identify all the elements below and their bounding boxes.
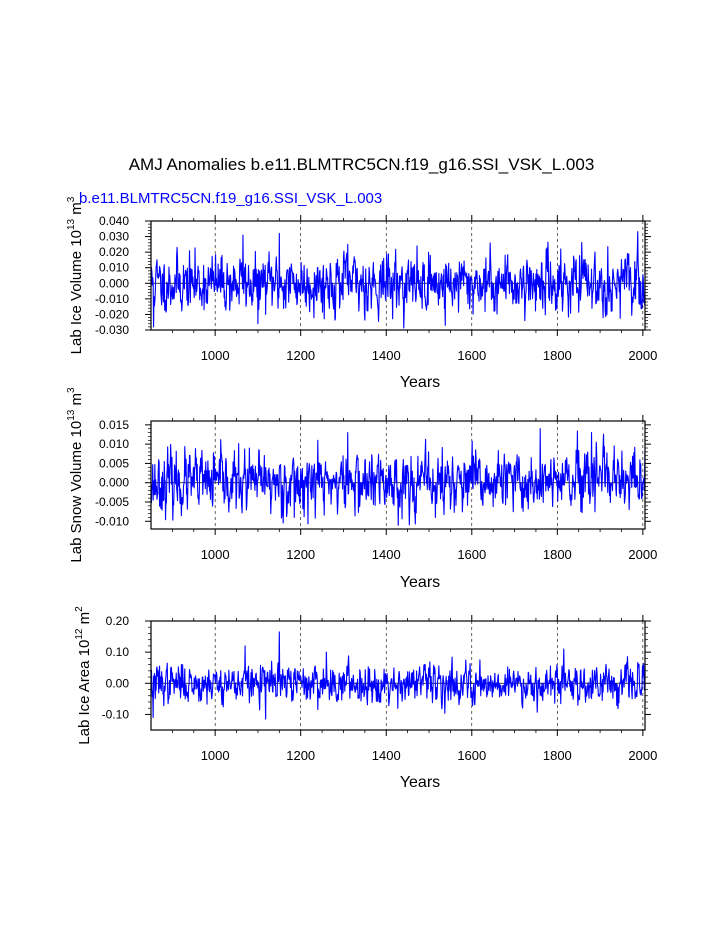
x-tick-label: 1400 — [372, 748, 401, 763]
y-axis-label-unit: m — [68, 202, 85, 219]
y-axis-label-main: Lab Snow Volume 10 — [68, 421, 85, 563]
x-tick-label: 1000 — [201, 748, 230, 763]
chart-panel-lab-ice-volume: 1000 1200 1400 1600 1800 2000 -0.030 -0.020-0.0… — [66, 196, 657, 391]
chart-title: AMJ Anomalies b.e11.BLMTRC5CN.f19_g16.SS… — [128, 155, 595, 174]
y-tick-label: -0.030 — [95, 323, 129, 337]
y-tick-label: 0.000 — [99, 276, 129, 290]
y-axis-label-unit-exponent: 3 — [66, 387, 77, 393]
x-tick-label: 1200 — [286, 547, 315, 562]
x-tick-label: 2000 — [628, 748, 657, 763]
series-line — [150, 231, 646, 329]
x-tick-label: 2000 — [628, 547, 657, 562]
y-axis-label-main: Lab Ice Area 10 — [76, 640, 93, 745]
y-tick-label: -0.010 — [95, 514, 129, 528]
y-tick-label: -0.020 — [95, 307, 129, 321]
y-tick-label: 0.00 — [106, 676, 130, 690]
x-tick-label: 2000 — [628, 348, 657, 363]
x-tick-label: 1000 — [201, 547, 230, 562]
series-line — [150, 428, 646, 526]
y-axis-label-unit: m — [76, 612, 93, 629]
y-axis-label-exponent: 13 — [66, 218, 77, 230]
y-axis-label-exponent: 13 — [66, 409, 77, 421]
chart-panel-lab-snow-volume: 1000 1200 1400 1600 1800 2000 -0.010 -0.005 0.00… — [66, 387, 657, 591]
y-tick-label: 0.10 — [106, 645, 130, 659]
y-tick-label: 0.030 — [99, 230, 129, 244]
x-axis-label: Years — [400, 774, 440, 791]
x-tick-label: 1600 — [457, 547, 486, 562]
y-axis-label: Lab Snow Volume 1013 m3 — [66, 387, 85, 563]
x-tick-label: 1000 — [201, 348, 230, 363]
plot-frame — [150, 620, 646, 731]
chart-subtitle: b.e11.BLMTRC5CN.f19_g16.SSI_VSK_L.003 — [79, 190, 383, 207]
x-axis-label: Years — [400, 574, 440, 591]
chart-panel-lab-ice-area: 1000 1200 1400 1600 1800 2000 -0.10 0.00 0.10 0.2… — [74, 606, 657, 791]
x-tick-label: 1800 — [543, 748, 572, 763]
x-tick-label: 1600 — [457, 748, 486, 763]
y-tick-label: -0.10 — [102, 707, 130, 721]
y-tick-label: 0.005 — [99, 456, 129, 470]
y-tick-label: 0.010 — [99, 261, 129, 275]
y-axis-label-unit-exponent: 3 — [66, 196, 77, 202]
y-tick-label: 0.020 — [99, 245, 129, 259]
y-tick-label: 0.20 — [106, 614, 130, 628]
series-line — [150, 631, 646, 720]
x-tick-label: 1600 — [457, 348, 486, 363]
y-axis-label: Lab Ice Volume 1013 m3 — [66, 196, 85, 354]
x-tick-label: 1800 — [543, 348, 572, 363]
y-tick-label: 0.015 — [99, 418, 129, 432]
x-axis-label: Years — [400, 374, 440, 391]
x-tick-label: 1800 — [543, 547, 572, 562]
y-axis-label: Lab Ice Area 1012 m2 — [74, 606, 93, 745]
x-tick-label: 1200 — [286, 748, 315, 763]
y-tick-label: 0.040 — [99, 214, 129, 228]
y-tick-label: 0.010 — [99, 437, 129, 451]
y-axis-label-unit-exponent: 2 — [74, 606, 85, 612]
x-tick-label: 1400 — [372, 547, 401, 562]
y-tick-label: -0.010 — [95, 292, 129, 306]
x-tick-label: 1400 — [372, 348, 401, 363]
y-tick-label: 0.000 — [99, 476, 129, 490]
y-axis-label-main: Lab Ice Volume 10 — [68, 230, 85, 354]
x-tick-label: 1200 — [286, 348, 315, 363]
y-axis-label-exponent: 12 — [74, 628, 85, 640]
y-axis-label-unit: m — [68, 393, 85, 410]
plot-frame — [150, 220, 646, 331]
y-tick-label: -0.005 — [95, 495, 129, 509]
